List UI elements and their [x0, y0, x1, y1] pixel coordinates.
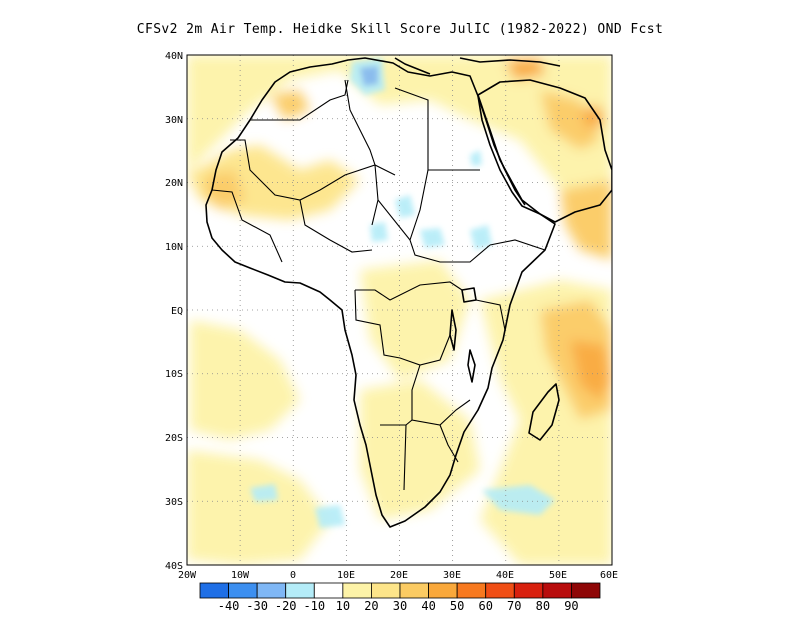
map-title: CFSv2 2m Air Temp. Heidke Skill Score Ju…	[136, 22, 664, 37]
lat-label: 20N	[165, 178, 183, 189]
lon-label: 30E	[443, 570, 461, 581]
colorbar-label: 60	[478, 599, 492, 613]
lat-label: 30S	[165, 497, 183, 508]
lat-lon-grid	[187, 55, 612, 565]
colorbar-label: 90	[564, 599, 578, 613]
colorbar-label: 30	[393, 599, 407, 613]
lat-label: 10N	[165, 242, 183, 253]
border-line	[489, 239, 546, 251]
border-line	[394, 87, 480, 171]
border-line	[411, 364, 471, 426]
lon-label: 20E	[390, 570, 408, 581]
colorbar-label: -40	[218, 599, 240, 613]
colorbar-swatch	[228, 582, 258, 599]
border-line	[211, 189, 283, 263]
colorbar-swatch	[571, 582, 601, 599]
latitude-labels: 40N 30N 20N 10N EQ 10S 20S 30S 40S	[165, 51, 183, 572]
colorbar-label: 20	[364, 599, 378, 613]
lake-malawi	[467, 349, 476, 383]
madagascar-outline	[528, 383, 560, 441]
colorbar-swatch	[342, 582, 372, 599]
lon-label: 10E	[337, 570, 355, 581]
colorbar-swatch	[199, 582, 229, 599]
map-frame	[186, 54, 613, 566]
lat-label: EQ	[171, 306, 183, 317]
lat-label: 40S	[165, 561, 183, 572]
lon-label: 0	[290, 570, 296, 581]
country-borders	[211, 79, 546, 491]
africa-coastline	[205, 57, 556, 528]
border-line	[354, 289, 451, 366]
colorbar-label: 80	[536, 599, 550, 613]
colorbar-label: -30	[246, 599, 268, 613]
longitude-labels: 20W 10W 0 10E 20E 30E 40E 50E 60E	[178, 570, 618, 581]
lat-label: 30N	[165, 115, 183, 126]
border-line	[344, 79, 379, 226]
border-line	[409, 169, 491, 263]
colorbar-swatch	[428, 582, 458, 599]
lon-label: 50E	[549, 570, 567, 581]
colorbar-swatch	[313, 582, 344, 599]
lat-label: 20S	[165, 433, 183, 444]
lon-label: 40E	[496, 570, 514, 581]
border-line	[403, 424, 407, 491]
colorbar-labels: -40 -30 -20 -10 10 20 30 40 50 60 70 80 90	[218, 599, 579, 613]
border-line	[377, 199, 411, 241]
colorbar-label: 10	[336, 599, 350, 613]
colorbar-label: 40	[421, 599, 435, 613]
lon-label: 10W	[231, 570, 250, 581]
africa-outline	[205, 57, 612, 528]
border-line	[475, 299, 506, 331]
colorbar-label: 70	[507, 599, 521, 613]
colorbar-label: -10	[303, 599, 325, 613]
border-line	[355, 281, 463, 301]
colorbar-swatch	[456, 582, 487, 599]
lat-label: 10S	[165, 369, 183, 380]
border-line	[250, 79, 349, 121]
red-sea-coast	[477, 95, 526, 206]
lat-label: 40N	[165, 51, 183, 62]
colorbar-label: 50	[450, 599, 464, 613]
colorbar-swatch	[371, 582, 401, 599]
colorbar-swatch	[399, 582, 429, 599]
border-line	[299, 199, 373, 253]
skill-field	[187, 55, 612, 565]
colorbar-swatch	[285, 582, 315, 599]
lon-label: 20W	[178, 570, 197, 581]
lon-label: 60E	[600, 570, 618, 581]
colorbar-swatch	[513, 582, 544, 599]
lake-tanganyika	[449, 309, 457, 351]
colorbar-swatch	[485, 582, 515, 599]
colorbar-label: -20	[275, 599, 297, 613]
border-line	[439, 424, 459, 463]
colorbar-swatch	[256, 582, 287, 599]
colorbar-swatch	[542, 582, 572, 599]
colorbar	[199, 582, 601, 599]
mediterranean-north-coast	[394, 57, 561, 75]
